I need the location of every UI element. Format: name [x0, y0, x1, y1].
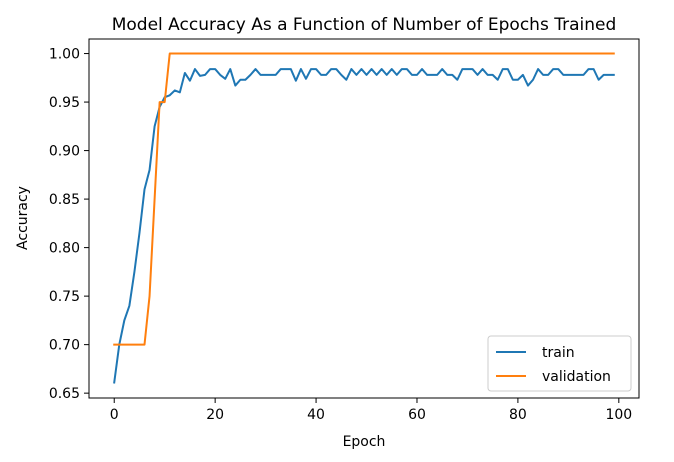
x-tick-label: 20	[206, 407, 224, 423]
y-tick-label: 0.80	[49, 241, 80, 257]
y-tick-label: 0.95	[49, 95, 80, 111]
y-tick-label: 0.75	[49, 289, 80, 305]
y-axis-label: Accuracy	[15, 186, 31, 250]
plot-frame	[88, 38, 640, 399]
chart-title: Model Accuracy As a Function of Number o…	[112, 15, 617, 35]
y-tick-label: 0.65	[49, 386, 80, 402]
plot-area	[88, 38, 640, 399]
y-axis: 0.65 0.70 0.75 0.80 0.85 0.90 0.95 1.00	[49, 47, 89, 402]
x-tick-label: 40	[307, 407, 325, 423]
series-line-train	[113, 68, 615, 384]
legend-frame	[487, 335, 632, 392]
y-tick-label: 0.85	[49, 192, 80, 208]
y-tick-label: 1.00	[49, 47, 80, 63]
legend-label-validation: validation	[542, 369, 611, 385]
y-tick-label: 0.90	[49, 144, 80, 160]
series-line-validation	[113, 52, 615, 346]
legend: train validation	[487, 335, 632, 392]
x-axis-label: Epoch	[343, 434, 386, 450]
x-tick-label: 0	[110, 407, 119, 423]
x-tick-label: 80	[509, 407, 527, 423]
y-tick-label: 0.70	[49, 338, 80, 354]
series-lines	[113, 52, 615, 384]
x-tick-label: 60	[408, 407, 426, 423]
x-tick-label: 100	[605, 407, 632, 423]
x-axis: 0 20 40 60 80 100	[110, 398, 632, 423]
legend-label-train: train	[542, 345, 575, 361]
